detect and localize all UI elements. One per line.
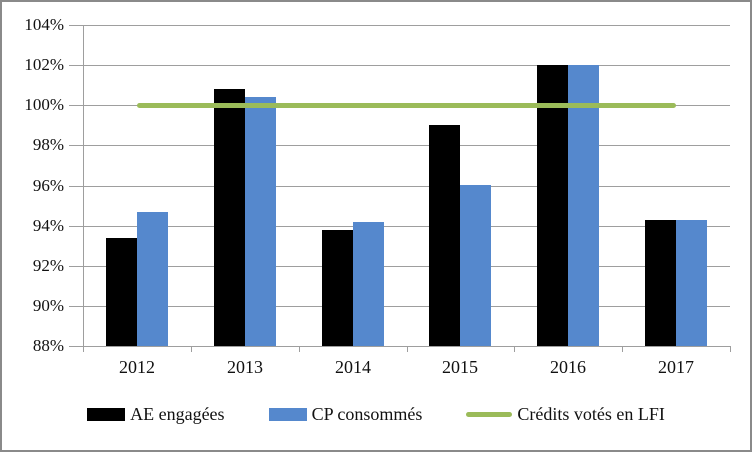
gridline bbox=[83, 65, 730, 66]
legend-label-cp: CP consommés bbox=[311, 404, 423, 424]
y-axis-tick bbox=[69, 266, 83, 267]
gridline bbox=[83, 226, 730, 227]
y-axis-label: 96% bbox=[32, 176, 64, 195]
bar-cp-2015 bbox=[460, 185, 491, 346]
legend-item-ae: AE engagées bbox=[87, 404, 225, 425]
bar-cp-2017 bbox=[676, 220, 707, 346]
gridline bbox=[83, 346, 730, 347]
x-axis-label: 2014 bbox=[335, 357, 371, 377]
x-axis-tick bbox=[622, 346, 623, 352]
x-axis-label: 2016 bbox=[550, 357, 586, 377]
y-axis-label: 92% bbox=[32, 256, 64, 275]
reference-line bbox=[137, 103, 676, 108]
bar-cp-2012 bbox=[137, 212, 168, 346]
y-axis-label: 88% bbox=[32, 336, 64, 355]
bar-cp-2014 bbox=[353, 222, 384, 346]
x-axis-label: 2012 bbox=[119, 357, 155, 377]
legend-swatch-cp bbox=[268, 408, 307, 421]
legend-swatch-ae bbox=[87, 408, 126, 421]
x-axis-tick bbox=[407, 346, 408, 352]
bar-ae-2013 bbox=[214, 89, 245, 346]
y-axis-label: 90% bbox=[32, 296, 64, 315]
bar-cp-2016 bbox=[568, 65, 599, 346]
x-axis-tick bbox=[514, 346, 515, 352]
gridline bbox=[83, 145, 730, 146]
gridline bbox=[83, 186, 730, 187]
y-axis-tick bbox=[69, 186, 83, 187]
legend-swatch-lfi bbox=[466, 412, 513, 417]
gridline bbox=[83, 25, 730, 26]
legend-item-lfi: Crédits votés en LFI bbox=[466, 404, 665, 425]
y-axis-label: 98% bbox=[32, 135, 64, 154]
legend: AE engagées CP consommés Crédits votés e… bbox=[2, 404, 750, 425]
bar-ae-2014 bbox=[322, 230, 353, 346]
x-axis-tick bbox=[730, 346, 731, 352]
x-axis-tick bbox=[83, 346, 84, 352]
plot-area bbox=[83, 25, 730, 347]
bar-ae-2017 bbox=[645, 220, 676, 346]
x-axis-tick bbox=[299, 346, 300, 352]
y-axis-tick bbox=[69, 226, 83, 227]
bar-ae-2015 bbox=[429, 125, 460, 346]
y-axis-tick bbox=[69, 346, 83, 347]
gridline bbox=[83, 306, 730, 307]
gridline bbox=[83, 266, 730, 267]
legend-item-cp: CP consommés bbox=[268, 404, 423, 425]
x-axis-label: 2017 bbox=[658, 357, 694, 377]
bar-ae-2016 bbox=[537, 65, 568, 346]
x-axis-label: 2013 bbox=[227, 357, 263, 377]
legend-label-lfi: Crédits votés en LFI bbox=[517, 404, 665, 424]
y-axis-label: 102% bbox=[24, 55, 64, 74]
x-axis-tick bbox=[191, 346, 192, 352]
y-axis-tick bbox=[69, 105, 83, 106]
y-axis-label: 100% bbox=[24, 95, 64, 114]
legend-label-ae: AE engagées bbox=[130, 404, 225, 424]
bar-ae-2012 bbox=[106, 238, 137, 346]
y-axis-label: 104% bbox=[24, 15, 64, 34]
x-axis-label: 2015 bbox=[442, 357, 478, 377]
y-axis-label: 94% bbox=[32, 216, 64, 235]
y-axis-tick bbox=[69, 145, 83, 146]
y-axis-tick bbox=[69, 25, 83, 26]
bar-cp-2013 bbox=[245, 97, 276, 346]
y-axis-tick bbox=[69, 65, 83, 66]
y-axis-tick bbox=[69, 306, 83, 307]
